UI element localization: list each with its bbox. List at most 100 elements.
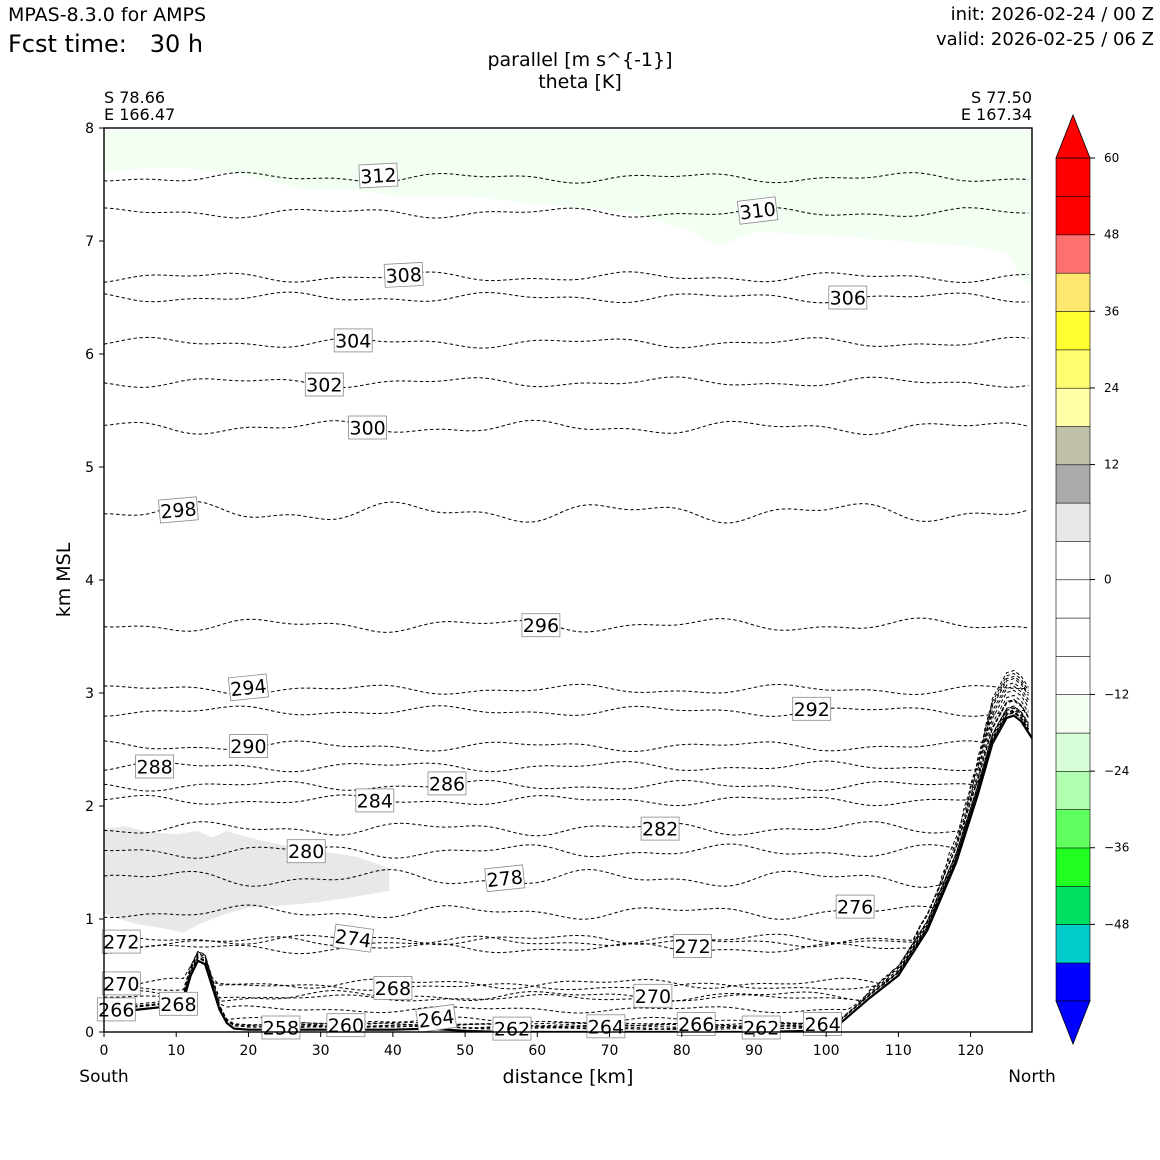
theta-label-294: 294: [227, 673, 269, 702]
theta-label-266: 266: [96, 997, 136, 1022]
theta-label-262: 262: [492, 1016, 532, 1041]
theta-label-box: [792, 696, 832, 721]
theta-label-box: [427, 771, 467, 796]
forecast-time-value: 30 h: [149, 30, 204, 58]
colorbar-tick-label: −12: [1104, 687, 1129, 701]
theta-label-text: 300: [349, 418, 385, 440]
theta-label-box: [358, 162, 399, 189]
theta-label-box: [803, 1012, 842, 1036]
theta-label-box: [676, 1012, 716, 1036]
theta-label-box: [261, 1015, 301, 1040]
theta-label-box: [286, 839, 326, 864]
y-tick-label: 7: [85, 234, 94, 250]
theta-contour-308: [104, 271, 1029, 284]
filled-wind-regions: [104, 130, 1032, 933]
colorbar-segment: [1055, 502, 1091, 542]
theta-label-text: 264: [804, 1014, 840, 1036]
colorbar-segment: [1055, 540, 1091, 581]
theta-label-text: 274: [334, 926, 373, 953]
colorbar-segment: [1055, 272, 1091, 312]
x-tick-label: 50: [456, 1043, 474, 1059]
theta-label-text: 262: [494, 1019, 530, 1041]
colorbar-tick-label: 36: [1104, 304, 1119, 318]
colorbar-tick-label: −36: [1104, 841, 1129, 855]
theta-contour-270: [104, 707, 1029, 1002]
theta-label-276: 276: [835, 894, 875, 919]
theta-label-308: 308: [383, 262, 424, 288]
colorbar-tick-label: 60: [1104, 151, 1119, 165]
theta-label-text: 302: [306, 375, 342, 397]
theta-label-282: 282: [640, 816, 680, 841]
theta-label-box: [383, 262, 424, 288]
colorbar-extend-max: [1055, 113, 1091, 159]
theta-label-text: 298: [159, 498, 197, 523]
forecast-time-label: Fcst time:: [8, 30, 127, 58]
x-tick-label: 30: [312, 1043, 330, 1059]
theta-label-268: 268: [158, 991, 198, 1016]
theta-label-box: [96, 997, 136, 1022]
y-tick-label: 8: [85, 121, 94, 137]
x-tick-label: 90: [745, 1043, 763, 1059]
theta-label-box: [227, 673, 269, 702]
theta-label-304: 304: [333, 328, 373, 352]
theta-label-text: 264: [588, 1016, 624, 1038]
theta-label-290: 290: [228, 734, 268, 758]
theta-label-box: [332, 923, 375, 953]
colorbar-segment: [1055, 962, 1091, 1002]
x-tick-label: 10: [167, 1043, 185, 1059]
colorbar-tick-label: −48: [1104, 917, 1129, 931]
colorbar: 60 48 36 24 12 0 −12 −24 −36 −48: [1055, 113, 1129, 1046]
theta-label-box: [521, 613, 561, 638]
colorbar-segment: [1055, 847, 1091, 887]
theta-label-text: 270: [635, 986, 671, 1008]
theta-label-302: 302: [304, 372, 344, 397]
colorbar-tick-label: 0: [1104, 573, 1112, 587]
theta-contour-298: [104, 500, 1029, 524]
theta-label-box: [355, 788, 395, 813]
theta-label-text: 276: [837, 897, 873, 919]
theta-label-box: [484, 864, 526, 893]
theta-label-264: 264: [803, 1012, 842, 1036]
colorbar-segment: [1055, 234, 1091, 274]
colorbar-segment: [1055, 885, 1091, 925]
theta-label-text: 310: [738, 198, 777, 224]
x-tick-label: 120: [957, 1043, 984, 1059]
colorbar-segment: [1055, 694, 1091, 734]
filled-region-negative-light-green: [104, 130, 1032, 287]
theta-label-264: 264: [586, 1014, 626, 1038]
filled-region-positive-light-gray: [104, 826, 390, 933]
theta-label-262: 262: [741, 1015, 781, 1040]
south-label: South: [79, 1067, 128, 1087]
theta-contour-304: [104, 336, 1029, 349]
theta-contour-282: [104, 682, 1029, 837]
x-tick-label: 40: [384, 1043, 402, 1059]
theta-label-298: 298: [158, 496, 199, 524]
theta-label-box: [492, 1016, 532, 1041]
colorbar-segment: [1055, 425, 1091, 466]
colorbar-tick-label: 12: [1104, 458, 1119, 472]
colorbar-segment: [1055, 770, 1091, 810]
theta-label-274: 274: [332, 923, 375, 953]
colorbar-segment: [1055, 387, 1091, 427]
theta-label-text: 266: [98, 999, 134, 1021]
theta-label-text: 312: [360, 165, 397, 189]
theta-contour-296: [104, 617, 1029, 633]
theta-contour-284: [104, 678, 1029, 807]
theta-label-310: 310: [736, 196, 779, 225]
init-time: init: 2026-02-24 / 00 Z: [950, 4, 1154, 25]
theta-contour-292: [104, 705, 1029, 717]
theta-label-text: 282: [642, 819, 678, 841]
colorbar-segment: [1055, 924, 1091, 964]
x-axis: 0 10 20 30 40 50 60 70 80 90 100 110 120: [100, 1032, 984, 1059]
theta-label-text: 260: [328, 1015, 364, 1037]
theta-label-box: [158, 496, 199, 524]
theta-contour-288: [104, 672, 1029, 773]
chart-title-parallel-wind: parallel [m s^{-1}]: [487, 49, 673, 71]
x-tick-label: 80: [673, 1043, 691, 1059]
x-tick-label: 100: [813, 1043, 840, 1059]
theta-label-text: 294: [229, 676, 267, 702]
x-tick-label: 110: [885, 1043, 912, 1059]
theta-label-284: 284: [355, 788, 395, 813]
theta-label-text: 308: [385, 264, 422, 288]
theta-label-268: 268: [373, 976, 413, 1000]
